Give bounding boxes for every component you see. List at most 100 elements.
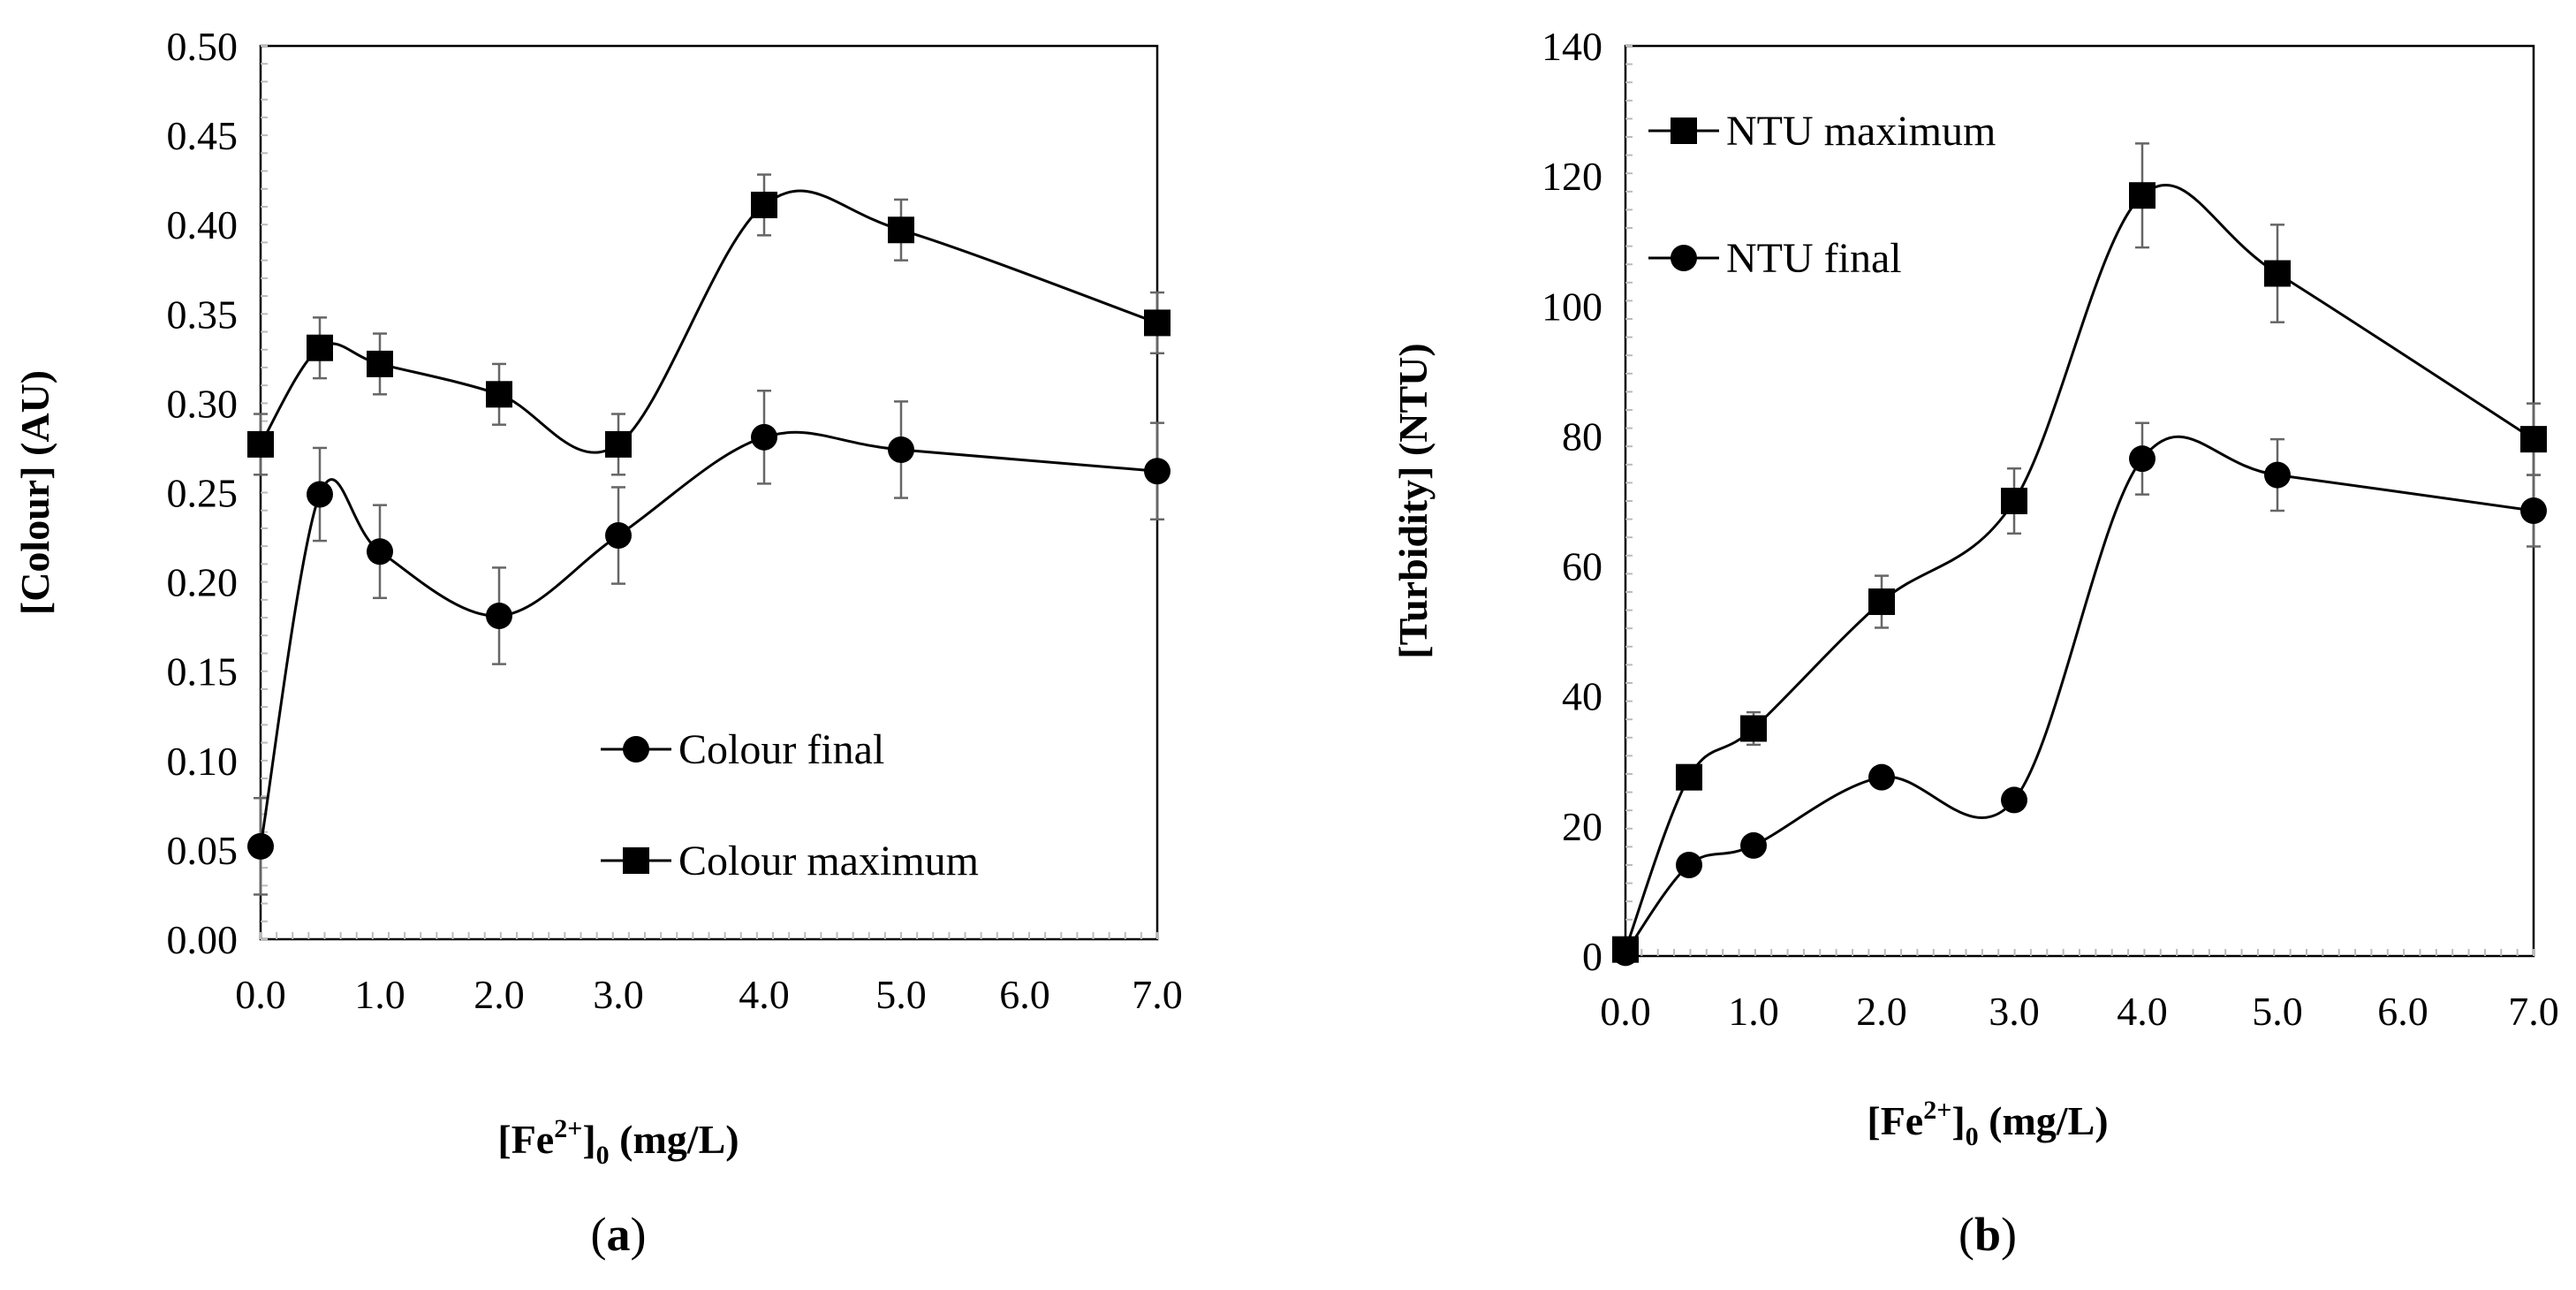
- x-tick-label: 7.0: [1132, 972, 1183, 1017]
- x-tick-label: 0.0: [1600, 989, 1651, 1034]
- legend-marker-square: [1671, 118, 1697, 144]
- data-point-square: [2264, 260, 2291, 287]
- x-axis-label-part: ]: [1951, 1098, 1965, 1143]
- panel-caption-letter: b: [1974, 1208, 2001, 1261]
- x-axis-label-superscript: 2+: [1923, 1096, 1951, 1125]
- series-colour-maximum: [247, 173, 1171, 476]
- y-tick-label: 80: [1562, 414, 1602, 459]
- data-point-circle: [1740, 831, 1767, 859]
- y-tick-label: 0.25: [167, 471, 239, 516]
- data-point-square: [2001, 488, 2027, 514]
- panel-caption-paren: ): [2001, 1208, 2017, 1261]
- x-tick-label: 5.0: [2252, 989, 2303, 1034]
- data-point-square: [1740, 715, 1767, 742]
- y-tick-label: 0.10: [167, 739, 239, 784]
- data-point-circle: [751, 423, 777, 451]
- y-tick-label: 0.00: [167, 917, 239, 962]
- x-tick-label: 1.0: [354, 972, 405, 1017]
- y-tick-label: 100: [1542, 284, 1602, 329]
- x-tick-label: 2.0: [1856, 989, 1907, 1034]
- legend-label: Colour maximum: [678, 838, 979, 884]
- x-tick-label: 2.0: [474, 972, 525, 1017]
- x-tick-label: 1.0: [1728, 989, 1779, 1034]
- data-point-circle: [247, 832, 274, 860]
- data-point-square: [888, 216, 914, 244]
- x-axis-label: [Fe2+]0 (mg/L): [1867, 1096, 2108, 1151]
- x-tick-label: 4.0: [2117, 989, 2168, 1034]
- data-point-circle: [1676, 852, 1702, 878]
- data-point-square: [1676, 763, 1702, 791]
- x-tick-label: 3.0: [1989, 989, 2040, 1034]
- legend-label: Colour final: [678, 726, 884, 773]
- data-point-circle: [2520, 497, 2547, 525]
- data-point-circle: [1144, 458, 1171, 485]
- series-line: [1624, 435, 2534, 954]
- data-point-square: [2520, 426, 2547, 453]
- series-line: [259, 189, 1158, 454]
- panel-b-turbidity-chart: 0 20 40 60 80 100 120 140 0.0 1.0 2.0 3.0 4.0 5.0 6.0 7…: [1390, 24, 2559, 1261]
- data-point-square: [247, 430, 274, 458]
- panel-caption: (a): [591, 1208, 647, 1261]
- y-tick-label: 0.30: [167, 381, 239, 426]
- data-point-circle: [307, 481, 333, 508]
- series-ntu-maximum: [1612, 142, 2547, 963]
- data-point-circle: [367, 538, 393, 565]
- y-tick-label: 40: [1562, 674, 1602, 719]
- legend-marker-circle: [623, 736, 649, 763]
- data-point-square: [751, 191, 777, 218]
- y-tick-label: 0.05: [167, 828, 239, 873]
- y-tick-label: 0.40: [167, 202, 239, 247]
- legend-marker-square: [623, 847, 649, 874]
- y-tick-label: 60: [1562, 544, 1602, 589]
- data-point-square: [2129, 182, 2156, 209]
- data-point-circle: [888, 436, 914, 463]
- y-tick-label: 20: [1562, 804, 1602, 849]
- data-point-square: [605, 430, 632, 458]
- data-point-circle: [1612, 939, 1639, 967]
- panel-caption-paren: (: [591, 1208, 607, 1261]
- y-tick-label: 0.45: [167, 113, 239, 158]
- data-point-circle: [2129, 445, 2156, 473]
- y-tick-label: 120: [1542, 154, 1602, 199]
- data-point-circle: [2264, 461, 2291, 489]
- x-tick-label: 0.0: [235, 972, 286, 1017]
- data-point-circle: [1868, 763, 1895, 791]
- x-tick-label: 7.0: [2508, 989, 2559, 1034]
- x-tick-label: 3.0: [593, 972, 644, 1017]
- panel-caption: (b): [1959, 1208, 2017, 1261]
- x-tick-label: 6.0: [999, 972, 1050, 1017]
- panel-caption-letter: a: [607, 1208, 631, 1261]
- y-tick-label: 140: [1542, 24, 1602, 69]
- data-point-circle: [486, 603, 512, 630]
- y-tick-label: 0.35: [167, 292, 239, 337]
- x-axis-label-part: (mg/L): [1979, 1098, 2109, 1143]
- y-axis-label: [Colour] (AU): [12, 370, 57, 615]
- y-tick-label: 0.50: [167, 24, 239, 69]
- x-axis-label-part: [Fe: [497, 1117, 554, 1162]
- y-tick-label: 0: [1582, 934, 1602, 979]
- x-tick-label: 4.0: [739, 972, 790, 1017]
- data-point-square: [367, 350, 393, 377]
- x-axis-label-part: ]: [582, 1117, 595, 1162]
- y-axis-label: [Turbidity] (NTU): [1390, 343, 1436, 658]
- series-ntu-final: [1612, 421, 2547, 967]
- y-tick-label: 0.20: [167, 560, 239, 605]
- x-axis-label-subscript: 0: [1966, 1122, 1979, 1151]
- y-tick-label: 0.15: [167, 649, 239, 694]
- panel-caption-paren: (: [1959, 1208, 1974, 1261]
- x-axis-label-superscript: 2+: [554, 1114, 582, 1143]
- series-colour-final: [247, 389, 1171, 896]
- data-point-square: [307, 334, 333, 361]
- x-tick-label: 5.0: [875, 972, 927, 1017]
- data-point-circle: [605, 522, 632, 550]
- plot-frame: [259, 44, 1159, 941]
- series-line: [1624, 183, 2534, 951]
- x-axis-label-part: (mg/L): [610, 1117, 739, 1162]
- legend-marker-circle: [1671, 245, 1697, 271]
- data-point-square: [1144, 309, 1171, 337]
- legend-label: NTU final: [1726, 235, 1902, 282]
- data-point-circle: [2001, 786, 2027, 814]
- x-axis-label: [Fe2+]0 (mg/L): [497, 1114, 739, 1170]
- plot-frame: [1624, 44, 2535, 958]
